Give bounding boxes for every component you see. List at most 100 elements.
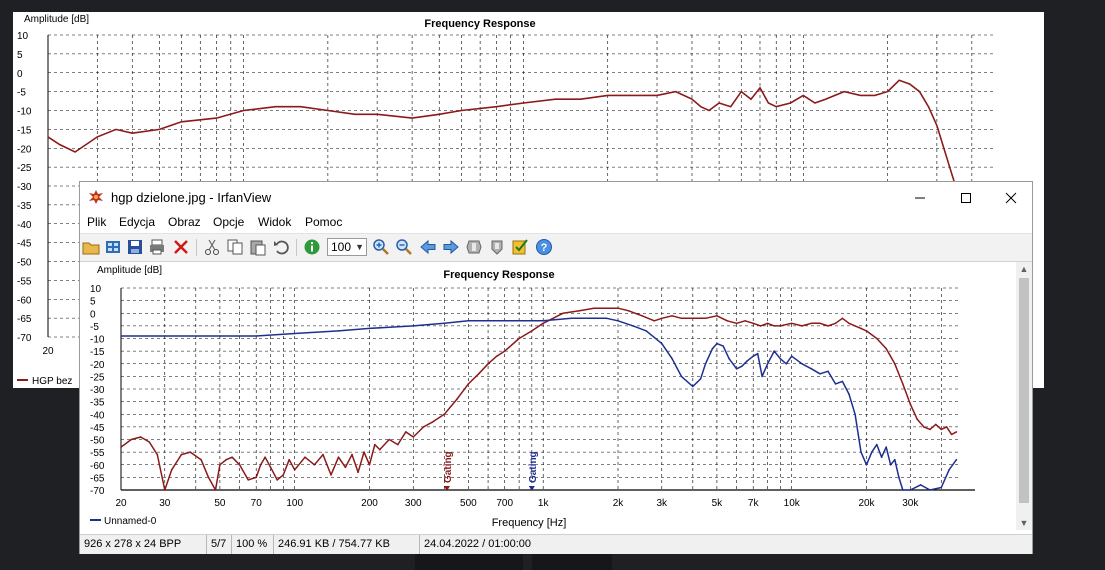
data-point [337,456,340,458]
data-point [627,309,630,312]
y-tick-label: -50 [90,436,105,447]
data-point [746,360,748,362]
data-point [929,489,931,491]
data-point [948,469,950,471]
data-point [860,327,862,330]
menu-obraz[interactable]: Obraz [168,215,201,229]
data-point [207,476,210,479]
background-y-tick-label: 0 [17,69,23,80]
menu-plik[interactable]: Plik [87,215,107,229]
background-y-tick-label: -60 [17,295,32,306]
menu-opcje[interactable]: Opcje [213,215,245,229]
x-tick-label: 2k [613,498,625,509]
data-point [929,428,931,431]
status-page: 5/7 [207,535,232,554]
data-point [578,309,581,312]
data-point [180,453,183,456]
x-tick-label: 300 [405,498,422,509]
y-axis-ticks: 1050-5-10-15-20-25-30-35-40-45-50-55-60-… [90,284,105,497]
y-tick-label: -20 [90,360,105,371]
data-point [860,451,862,453]
background-y-tick-label: -70 [17,333,32,344]
data-point [790,322,793,325]
data-point [304,456,306,458]
data-point [773,350,775,352]
close-button[interactable] [988,182,1034,213]
y-tick-label: -60 [90,461,105,472]
toolbar: 100 ▼ ? [80,233,1032,262]
data-point [773,325,775,327]
help-icon[interactable]: ? [535,238,553,256]
chart-title: Frequency Response [443,269,554,281]
menu-widok[interactable]: Widok [258,215,292,229]
window-title: hgp dzielone.jpg - IrfanView [111,190,272,205]
background-y-tick-label: -45 [17,239,32,250]
y-tick-label: -35 [90,398,105,409]
print-icon[interactable] [148,238,166,256]
scroll-up-icon[interactable]: ▲ [1019,264,1029,274]
x-tick-label: 7k [748,498,760,509]
x-tick-label: 5k [712,498,724,509]
data-point [368,464,371,466]
data-point [148,441,151,443]
data-point [363,451,365,453]
paste-icon[interactable] [249,238,267,256]
frequency-response-chart: 1050-5-10-15-20-25-30-35-40-45-50-55-60-… [80,262,1016,530]
zoom-select[interactable]: 100 ▼ [327,238,367,256]
open-folder-icon[interactable] [82,238,100,256]
title-bar[interactable]: hgp dzielone.jpg - IrfanView [80,182,1032,213]
y-tick-label: 5 [90,297,96,308]
data-point [570,317,573,320]
data-point [518,337,520,340]
data-point [752,355,754,357]
data-point [405,431,407,433]
data-point [735,322,738,325]
status-datetime: 24.04.2022 / 01:00:00 [424,538,532,550]
data-point [130,438,133,441]
vertical-scrollbar[interactable]: ▲ ▼ [1016,262,1032,530]
svg-text:?: ? [541,242,548,254]
legend-label: Unnamed-0 [104,516,157,527]
data-point [752,322,754,325]
data-point [593,307,595,309]
data-point [368,327,371,330]
data-point [139,436,142,438]
previous-icon[interactable] [419,238,437,256]
data-point [955,431,958,433]
menu-edycja[interactable]: Edycja [119,215,156,229]
scroll-down-icon[interactable]: ▼ [1019,518,1029,528]
slideshow-icon[interactable] [465,238,483,256]
cut-icon[interactable] [203,238,221,256]
menu-pomoc[interactable]: Pomoc [305,215,343,229]
data-point [841,380,844,383]
gating-marker-label: Gating [443,451,454,483]
save-icon[interactable] [126,238,144,256]
next-icon[interactable] [442,238,460,256]
scrollbar-thumb[interactable] [1019,278,1029,503]
thumbnails-icon[interactable] [104,238,122,256]
minimize-button[interactable] [897,182,943,213]
copy-icon[interactable] [226,238,244,256]
undo-icon[interactable] [272,238,290,256]
x-tick-label: 30 [159,498,171,509]
x-tick-label: 20 [115,498,127,509]
data-point [834,322,837,325]
maximize-button[interactable] [943,182,989,213]
info-icon[interactable] [303,238,321,256]
x-tick-label: 200 [361,498,378,509]
zoom-out-icon[interactable] [395,238,413,256]
data-point [704,317,707,320]
data-point [443,322,446,325]
data-point [330,474,332,476]
data-point [894,458,896,461]
background-y-tick-label: -65 [17,314,32,325]
slideshow-back-icon[interactable] [488,238,506,256]
x-tick-label: 500 [460,498,477,509]
data-point [876,337,878,340]
properties-icon[interactable] [511,238,529,256]
delete-icon[interactable] [172,238,190,256]
background-y-tick-label: -55 [17,276,32,287]
zoom-in-icon[interactable] [372,238,390,256]
data-point [741,365,743,368]
gating-markers: Gating Gating [443,451,539,491]
